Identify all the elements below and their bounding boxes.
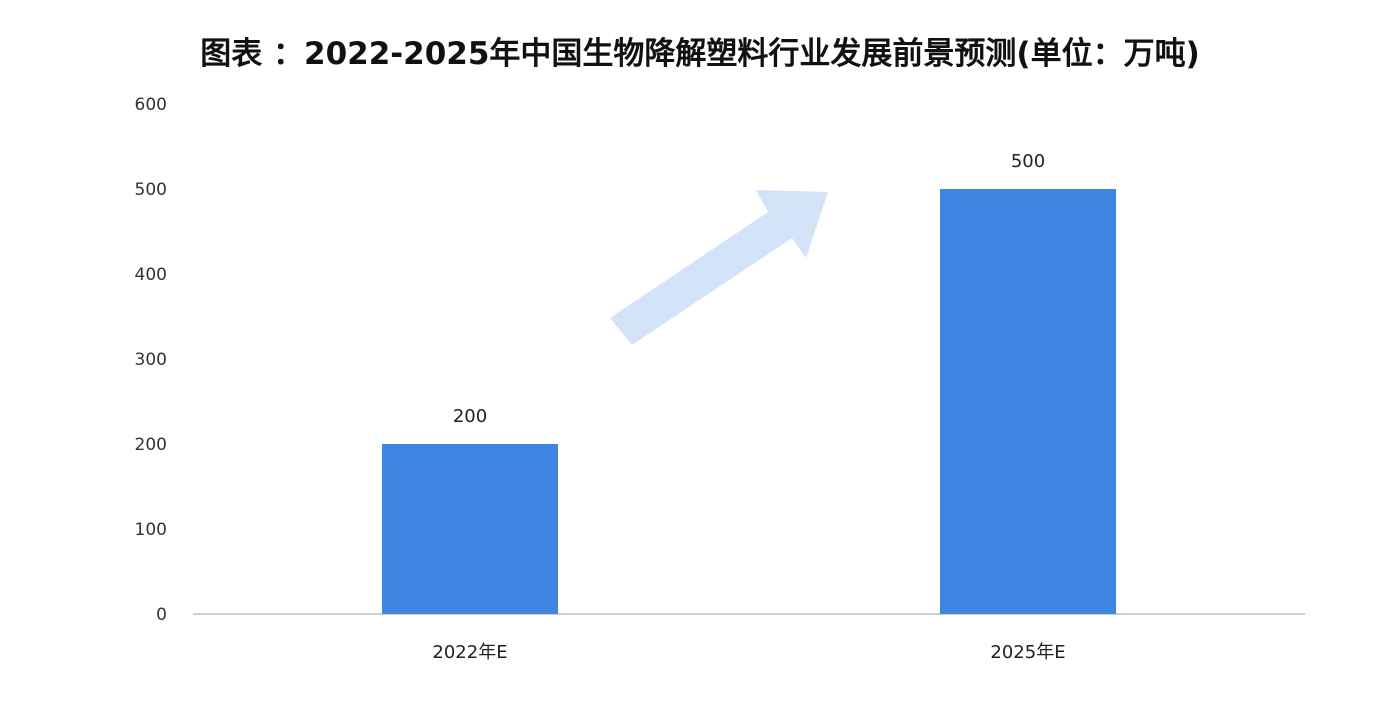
bar-2025年E bbox=[940, 189, 1116, 614]
y-tick-label: 0 bbox=[156, 605, 167, 625]
y-tick-label: 500 bbox=[135, 180, 167, 200]
y-tick-label: 600 bbox=[135, 95, 167, 115]
y-tick-label: 400 bbox=[135, 265, 167, 285]
x-tick-label: 2025年E bbox=[990, 642, 1065, 663]
bar-2022年E bbox=[382, 444, 558, 614]
y-tick-label: 100 bbox=[135, 520, 167, 540]
data-label: 500 bbox=[1011, 151, 1045, 172]
data-label: 200 bbox=[453, 406, 487, 427]
trend-arrow bbox=[610, 190, 828, 345]
y-tick-label: 200 bbox=[135, 435, 167, 455]
y-axis: 0 100 200 300 400 500 600 bbox=[135, 95, 167, 625]
chart-title: 图表 ：2022-2025年中国生物降解塑料行业发展前景预测(单位：万吨) bbox=[200, 36, 1200, 72]
y-tick-label: 300 bbox=[135, 350, 167, 370]
bars: 200 2022年E 500 2025年E bbox=[382, 151, 1116, 663]
x-tick-label: 2022年E bbox=[432, 642, 507, 663]
